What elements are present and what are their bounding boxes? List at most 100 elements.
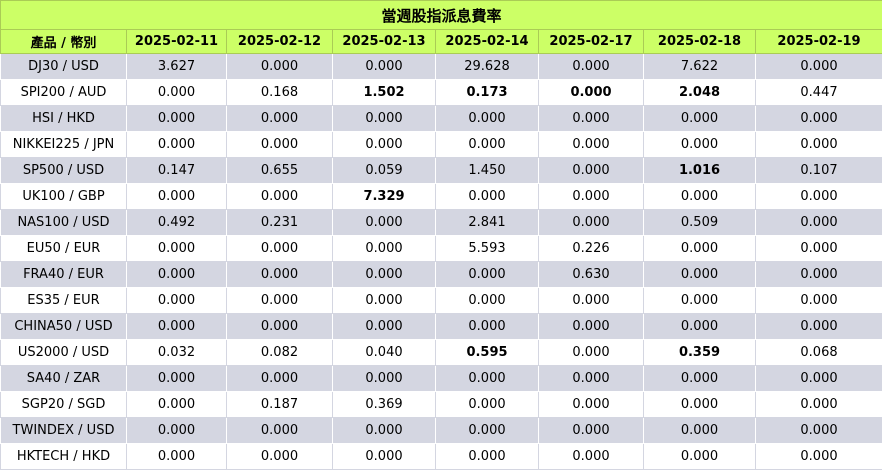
table-title: 當週股指派息費率	[1, 1, 882, 30]
rate-cell: 0.000	[644, 288, 756, 314]
product-cell: TWINDEX / USD	[1, 418, 127, 444]
product-cell: FRA40 / EUR	[1, 262, 127, 288]
rate-cell: 0.000	[333, 54, 436, 80]
product-cell: SGP20 / SGD	[1, 392, 127, 418]
rate-cell: 1.502	[333, 80, 436, 106]
rate-cell: 0.000	[127, 106, 227, 132]
rate-cell: 0.000	[333, 262, 436, 288]
rate-cell: 2.048	[644, 80, 756, 106]
rate-cell: 0.000	[539, 288, 644, 314]
rate-cell: 0.000	[127, 314, 227, 340]
product-cell: NAS100 / USD	[1, 210, 127, 236]
rate-cell: 0.000	[333, 210, 436, 236]
rate-cell: 29.628	[436, 54, 539, 80]
rate-cell: 0.000	[436, 314, 539, 340]
rate-cell: 0.000	[127, 366, 227, 392]
rate-cell: 0.000	[436, 444, 539, 470]
column-header-date: 2025-02-13	[333, 30, 436, 54]
rate-cell: 0.226	[539, 236, 644, 262]
rate-cell: 0.107	[756, 158, 882, 184]
rate-cell: 0.000	[756, 106, 882, 132]
rate-cell: 0.000	[227, 314, 333, 340]
rate-cell: 0.000	[127, 236, 227, 262]
product-cell: SPI200 / AUD	[1, 80, 127, 106]
product-cell: SP500 / USD	[1, 158, 127, 184]
rate-cell: 0.000	[436, 288, 539, 314]
header-row: 產品 / 幣別 2025-02-11 2025-02-12 2025-02-13…	[1, 30, 882, 54]
rate-cell: 0.492	[127, 210, 227, 236]
rate-cell: 1.450	[436, 158, 539, 184]
rate-cell: 0.655	[227, 158, 333, 184]
rate-cell: 0.000	[756, 444, 882, 470]
rate-cell: 3.627	[127, 54, 227, 80]
rate-cell: 0.000	[539, 314, 644, 340]
rate-cell: 0.000	[644, 106, 756, 132]
rate-cell: 0.000	[539, 444, 644, 470]
rate-cell: 0.000	[539, 132, 644, 158]
rate-cell: 0.000	[436, 262, 539, 288]
rate-cell: 0.032	[127, 340, 227, 366]
rate-cell: 0.000	[539, 54, 644, 80]
rate-cell: 0.000	[644, 132, 756, 158]
rate-cell: 2.841	[436, 210, 539, 236]
rate-cell: 0.000	[127, 262, 227, 288]
column-header-product: 產品 / 幣別	[1, 30, 127, 54]
rate-cell: 0.000	[756, 54, 882, 80]
product-cell: CHINA50 / USD	[1, 314, 127, 340]
rate-cell: 0.000	[436, 418, 539, 444]
product-cell: UK100 / GBP	[1, 184, 127, 210]
rate-cell: 7.329	[333, 184, 436, 210]
product-cell: ES35 / EUR	[1, 288, 127, 314]
rate-cell: 0.000	[756, 314, 882, 340]
rate-cell: 0.000	[539, 392, 644, 418]
rate-cell: 0.000	[756, 366, 882, 392]
rate-cell: 0.000	[127, 444, 227, 470]
rate-cell: 0.000	[436, 106, 539, 132]
rate-cell: 0.000	[756, 210, 882, 236]
rate-cell: 0.231	[227, 210, 333, 236]
rate-cell: 0.000	[436, 366, 539, 392]
column-header-date: 2025-02-12	[227, 30, 333, 54]
rate-cell: 1.016	[644, 158, 756, 184]
rate-cell: 0.000	[644, 418, 756, 444]
rate-cell: 0.000	[644, 444, 756, 470]
rate-cell: 0.000	[756, 236, 882, 262]
rate-cell: 0.082	[227, 340, 333, 366]
rate-cell: 0.000	[644, 392, 756, 418]
product-cell: HKTECH / HKD	[1, 444, 127, 470]
rate-cell: 0.000	[539, 184, 644, 210]
rate-cell: 7.622	[644, 54, 756, 80]
product-cell: SA40 / ZAR	[1, 366, 127, 392]
rate-cell: 0.000	[539, 158, 644, 184]
rate-cell: 0.068	[756, 340, 882, 366]
rate-cell: 0.000	[333, 132, 436, 158]
rate-cell: 0.000	[333, 236, 436, 262]
rate-cell: 0.000	[227, 288, 333, 314]
rate-cell: 0.000	[756, 184, 882, 210]
rate-cell: 0.000	[333, 444, 436, 470]
rate-cell: 0.359	[644, 340, 756, 366]
rate-cell: 0.000	[333, 366, 436, 392]
rate-cell: 0.000	[333, 314, 436, 340]
rate-cell: 0.000	[644, 184, 756, 210]
rate-cell: 0.000	[227, 106, 333, 132]
rate-cell: 0.187	[227, 392, 333, 418]
rate-cell: 0.000	[127, 288, 227, 314]
rate-cell: 0.000	[539, 106, 644, 132]
rate-cell: 0.000	[756, 418, 882, 444]
rate-cell: 0.000	[333, 106, 436, 132]
rate-cell: 0.000	[333, 418, 436, 444]
rate-cell: 0.168	[227, 80, 333, 106]
